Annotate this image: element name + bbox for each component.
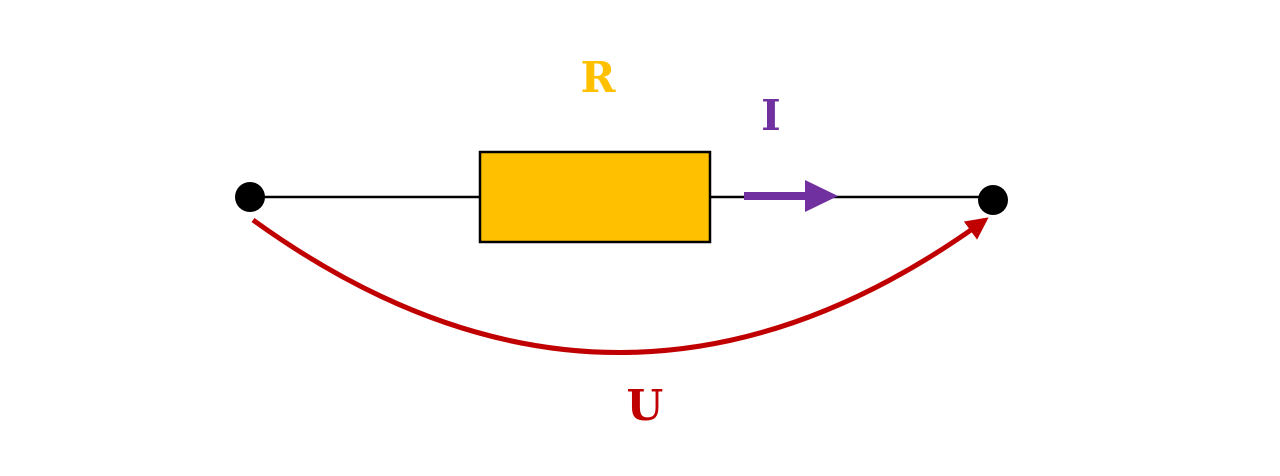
right-terminal: [978, 185, 1008, 215]
current-label: I: [761, 91, 781, 140]
current-arrow: [744, 180, 838, 212]
left-terminal: [235, 182, 265, 212]
resistor: [478, 150, 712, 244]
voltage-arrow: [251, 217, 989, 355]
voltage-label: U: [627, 381, 664, 430]
resistance-label: R: [581, 53, 617, 102]
